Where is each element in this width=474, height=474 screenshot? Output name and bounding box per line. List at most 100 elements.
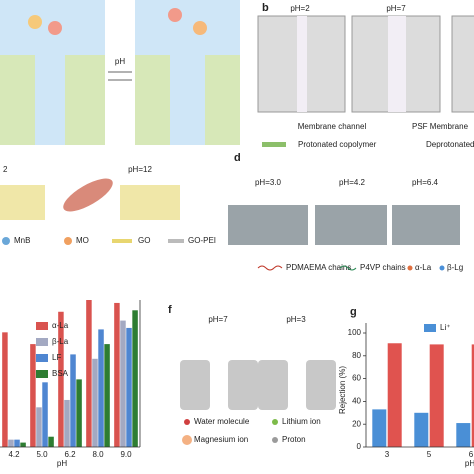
bar <box>20 442 26 447</box>
legend-text: MnB <box>14 236 30 245</box>
x-axis-label: pH <box>57 459 67 468</box>
legend-icon <box>272 419 278 425</box>
legend-icon <box>182 435 192 445</box>
legend-icon <box>407 265 413 271</box>
go-layers <box>0 185 45 220</box>
membrane-block <box>258 360 288 410</box>
legend-text: Water molecule <box>194 417 250 426</box>
bar <box>92 358 98 447</box>
membrane-block <box>306 360 336 410</box>
legend-icon <box>112 239 132 243</box>
legend-text: BSA <box>52 369 69 378</box>
y-tick-label: 80 <box>352 351 361 360</box>
x-axis-label: pH <box>465 459 474 468</box>
legend-icon <box>184 419 190 425</box>
legend-text: Lithium ion <box>282 417 321 426</box>
legend-swatch <box>36 370 48 378</box>
legend-text: GO <box>138 236 150 245</box>
legend-icon <box>272 437 278 443</box>
bar <box>48 436 54 447</box>
legend-text: Magnesium ion <box>194 435 248 444</box>
x-tick-label: 3 <box>385 450 390 459</box>
bar <box>372 409 387 447</box>
x-tick-label: 4.2 <box>8 450 20 459</box>
state-label: pH=7 <box>208 315 228 324</box>
x-tick-label: 5.0 <box>36 450 48 459</box>
membrane <box>315 205 387 245</box>
bar <box>8 439 14 447</box>
state-label: pH=6.4 <box>412 178 439 187</box>
water-region <box>135 0 240 55</box>
legend-icon <box>257 265 283 271</box>
bar <box>76 379 82 447</box>
bar <box>70 354 76 447</box>
bar <box>132 310 138 447</box>
legend-icon <box>64 237 72 245</box>
bar <box>104 344 110 447</box>
note: PSF Membrane <box>412 122 469 131</box>
y-tick-label: 40 <box>352 397 361 406</box>
panel-label: f <box>168 304 172 316</box>
panel-label: g <box>350 306 357 318</box>
y-axis-label: Rejection (%) <box>338 366 347 414</box>
bar <box>98 329 104 447</box>
bar <box>126 327 132 447</box>
state-label: pH=12 <box>128 165 152 174</box>
state-label: pH=4.2 <box>339 178 366 187</box>
panel-label: d <box>234 152 241 164</box>
bar <box>456 423 471 447</box>
legend-text: α-La <box>52 321 69 330</box>
bar <box>58 311 64 447</box>
legend-swatch <box>36 338 48 346</box>
legend-icon <box>2 237 10 245</box>
bar <box>114 302 120 447</box>
state-label: 2 <box>3 165 8 174</box>
legend-text: P4VP chains <box>360 263 406 272</box>
legend-text: Proton <box>282 435 306 444</box>
legend-text: LF <box>52 353 61 362</box>
bar <box>2 332 8 447</box>
channel <box>388 16 406 112</box>
legend-text: Deprotonated <box>426 140 474 149</box>
state-label: pH=7 <box>386 4 406 13</box>
ion <box>28 15 42 29</box>
ion <box>48 21 62 35</box>
bar <box>429 344 444 447</box>
membrane <box>392 205 460 245</box>
pore <box>35 55 65 145</box>
legend-text: Protonated copolymer <box>298 140 377 149</box>
pore <box>170 55 205 145</box>
y-tick-label: 0 <box>357 442 362 451</box>
legend-swatch <box>262 142 286 147</box>
state-label: pH=3 <box>286 315 306 324</box>
go-layers <box>120 185 180 220</box>
legend-swatch <box>36 354 48 362</box>
x-tick-label: 9.0 <box>120 450 132 459</box>
state-label: pH=2 <box>290 4 310 13</box>
legend-text: β-Lg <box>447 263 463 272</box>
x-tick-label: 8.0 <box>92 450 104 459</box>
bar <box>42 382 48 447</box>
legend-text: β-La <box>52 337 69 346</box>
ion <box>168 8 182 22</box>
legend-icon <box>339 265 357 271</box>
bar <box>36 407 42 447</box>
panel-label: b <box>262 2 269 14</box>
bar <box>387 343 402 447</box>
membrane-block <box>228 360 258 410</box>
legend-icon <box>439 265 445 271</box>
bar <box>30 344 36 447</box>
bar <box>120 320 126 447</box>
ion <box>193 21 207 35</box>
legend-text: α-La <box>415 263 432 272</box>
x-tick-label: 5 <box>427 450 432 459</box>
note: Membrane channel <box>298 122 367 131</box>
legend-text: GO-PEI <box>188 236 216 245</box>
legend-swatch <box>36 322 48 330</box>
legend-text: MO <box>76 236 89 245</box>
membrane <box>228 205 308 245</box>
arrow-label: pH <box>115 57 125 66</box>
y-tick-label: 100 <box>348 328 362 337</box>
legend-text: PDMAEMA chains <box>286 263 351 272</box>
